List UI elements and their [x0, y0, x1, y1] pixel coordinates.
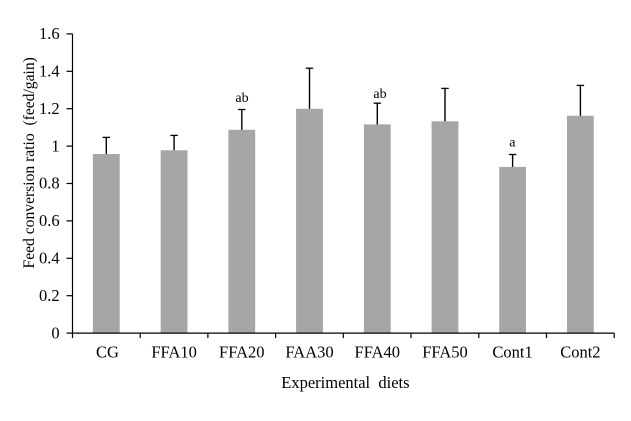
svg-text:CG: CG	[96, 343, 119, 362]
svg-text:1.4: 1.4	[39, 62, 60, 81]
svg-text:1.6: 1.6	[39, 24, 60, 43]
svg-text:0.4: 0.4	[39, 249, 60, 268]
svg-text:0.8: 0.8	[39, 174, 60, 193]
svg-text:a: a	[509, 135, 516, 150]
svg-text:FFA20: FFA20	[219, 343, 265, 362]
svg-text:FFA50: FFA50	[422, 343, 468, 362]
svg-text:1.2: 1.2	[39, 99, 60, 118]
svg-text:FAA30: FAA30	[285, 343, 333, 362]
svg-text:0.2: 0.2	[39, 286, 60, 305]
svg-text:Cont2: Cont2	[560, 343, 600, 362]
svg-text:Cont1: Cont1	[492, 343, 532, 362]
svg-text:1: 1	[51, 136, 59, 155]
svg-text:FFA10: FFA10	[151, 343, 197, 362]
svg-text:Experimental diets: Experimental diets	[281, 373, 409, 392]
svg-text:Feed conversion ratio (feed/g: Feed conversion ratio (feed/gain)	[21, 57, 38, 268]
svg-text:ab: ab	[373, 87, 386, 102]
svg-text:0.6: 0.6	[39, 211, 60, 230]
svg-text:0: 0	[51, 323, 59, 342]
svg-text:ab: ab	[235, 91, 248, 106]
svg-text:FFA40: FFA40	[355, 343, 401, 362]
